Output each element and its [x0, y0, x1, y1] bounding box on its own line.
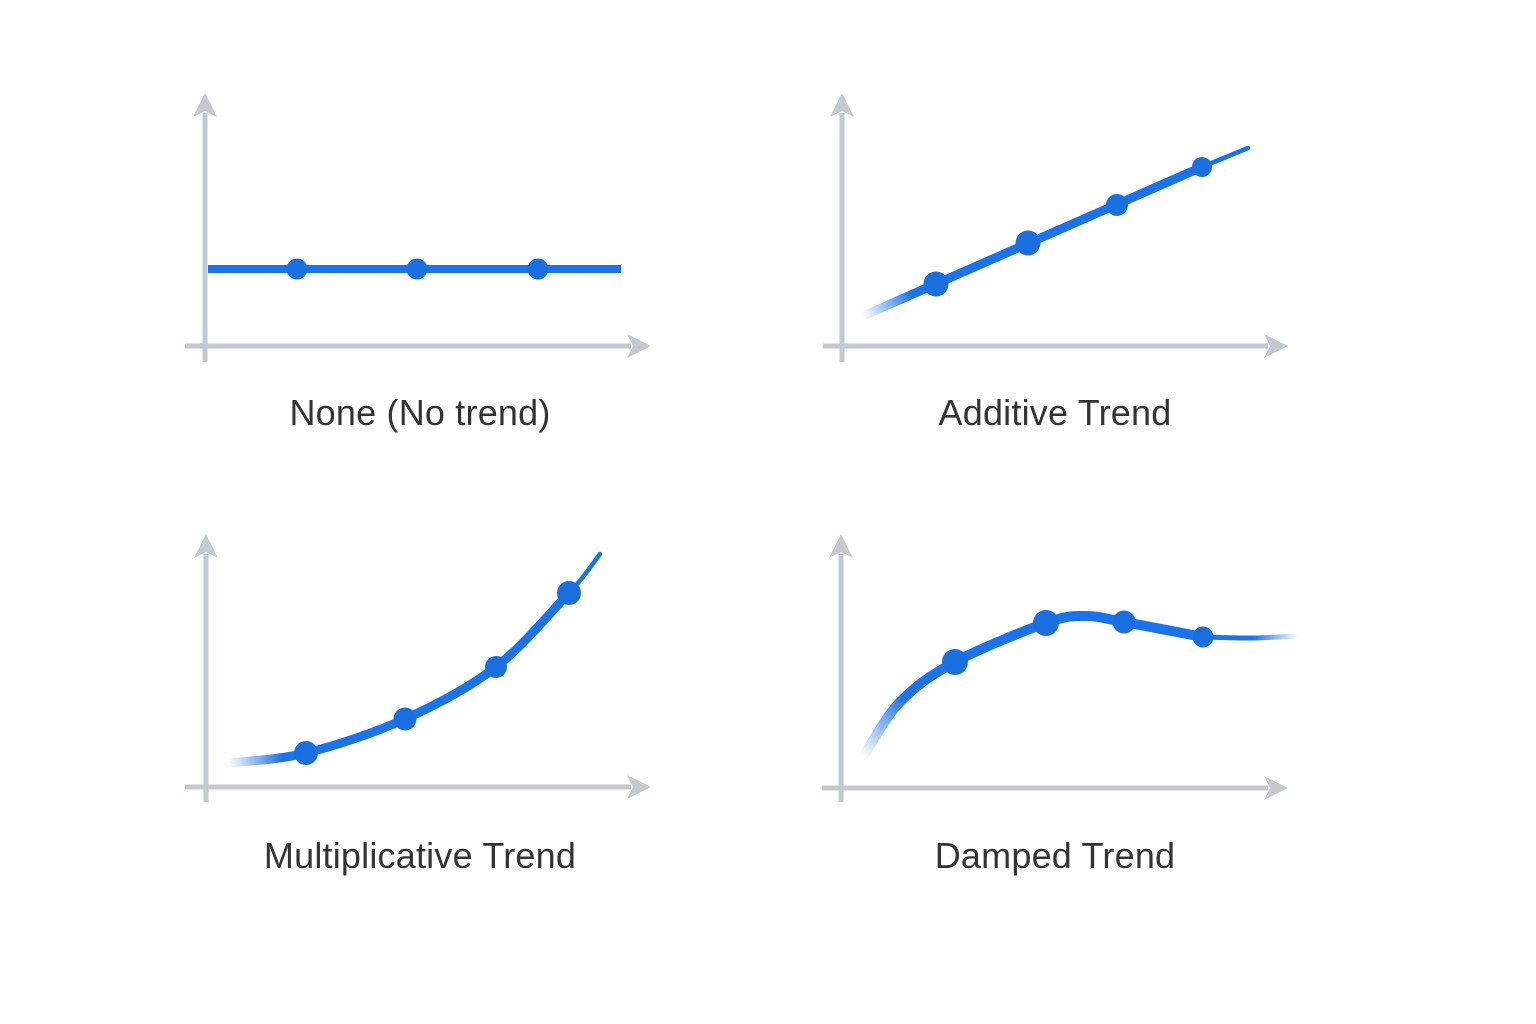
trend-curve-group — [858, 145, 1251, 321]
x-axis-arrowhead — [1264, 334, 1288, 358]
data-point-dot — [942, 649, 968, 675]
trend-plot-none — [185, 93, 651, 362]
data-point-dot — [1192, 626, 1214, 648]
x-axis-arrowhead — [627, 334, 651, 358]
data-point-dot — [557, 581, 581, 605]
data-point-dot — [1112, 610, 1136, 634]
y-axis-arrowhead — [829, 534, 853, 558]
trend-plot-multiplicative — [185, 534, 651, 802]
data-point-dot — [393, 707, 417, 731]
y-axis-arrowhead — [193, 93, 217, 117]
panel-label-multiplicative: Multiplicative Trend — [263, 835, 577, 876]
trend-line — [223, 588, 574, 768]
y-axis-arrowhead — [830, 93, 854, 117]
data-point-dot — [527, 258, 549, 280]
data-point-dot — [286, 258, 308, 280]
data-point-dot — [485, 656, 507, 678]
panel-label-none: None (No trend) — [289, 392, 551, 433]
panel-label-additive: Additive Trend — [938, 392, 1172, 433]
y-axis-arrowhead — [194, 534, 218, 558]
trend-curve-group — [858, 610, 1301, 762]
trend-line-tail — [1200, 633, 1301, 641]
x-axis-arrowhead — [1264, 776, 1288, 800]
data-point-dot — [1106, 194, 1128, 216]
x-axis-arrowhead — [627, 775, 651, 799]
trend-curve-group — [223, 551, 603, 768]
data-point-dot — [1015, 230, 1041, 256]
panel-label-damped: Damped Trend — [934, 835, 1176, 876]
data-point-dot — [1192, 157, 1212, 177]
trend-plot-additive — [823, 93, 1288, 362]
data-point-dot — [1033, 610, 1059, 636]
data-point-dot — [923, 271, 949, 297]
trend-plot-damped — [822, 534, 1301, 802]
trend-line — [858, 610, 1208, 762]
data-point-dot — [294, 741, 318, 765]
data-point-dot — [406, 258, 428, 280]
